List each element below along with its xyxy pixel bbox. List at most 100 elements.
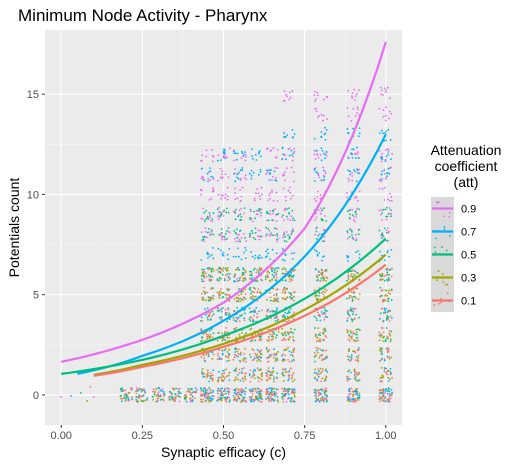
point-cluster [200, 329, 214, 340]
data-point [136, 388, 138, 391]
data-point [351, 156, 354, 159]
data-point [273, 387, 275, 390]
data-point [387, 300, 390, 303]
data-point [269, 354, 271, 356]
point-cluster [200, 149, 215, 163]
data-point [258, 238, 261, 241]
data-point [223, 236, 226, 238]
data-point [271, 267, 273, 270]
data-point [385, 400, 387, 403]
data-point [206, 215, 209, 218]
data-point [348, 340, 351, 342]
data-point [380, 358, 383, 361]
data-point [290, 230, 293, 233]
data-point [236, 280, 239, 283]
data-point [207, 334, 210, 336]
data-point [258, 355, 261, 358]
data-point [384, 293, 387, 296]
point-cluster [378, 186, 393, 202]
data-point [221, 310, 223, 313]
data-point [259, 214, 262, 217]
data-point [202, 290, 205, 293]
data-point [281, 146, 284, 149]
data-point [204, 272, 207, 275]
data-point [358, 208, 360, 211]
data-point [282, 267, 285, 269]
data-point [277, 388, 279, 391]
data-point [293, 252, 296, 255]
data-point [351, 398, 354, 401]
data-point [271, 189, 273, 192]
data-point [271, 248, 274, 251]
data-point [212, 247, 214, 249]
data-point [386, 239, 389, 242]
data-point [200, 217, 203, 220]
data-point [236, 398, 239, 401]
data-point [289, 96, 292, 99]
data-point [289, 278, 291, 280]
legend-label-0.3: 0.3 [461, 273, 476, 285]
data-point [174, 400, 177, 403]
point-cluster [282, 90, 294, 102]
data-point [358, 253, 361, 256]
data-point [265, 390, 268, 393]
data-point [356, 373, 359, 376]
data-point [204, 291, 207, 293]
data-point [284, 290, 287, 293]
point-cluster [203, 267, 213, 282]
data-point [237, 378, 240, 381]
data-point [350, 354, 353, 357]
data-point [266, 373, 269, 375]
data-point [258, 195, 261, 198]
data-point [224, 347, 227, 350]
data-point [317, 298, 320, 301]
data-point [358, 172, 361, 175]
data-point [236, 296, 238, 299]
data-point [347, 132, 350, 135]
data-point [233, 280, 236, 282]
data-point [384, 132, 386, 135]
data-point [236, 197, 239, 200]
data-point [351, 300, 354, 303]
data-point [387, 398, 390, 400]
data-point [226, 186, 229, 189]
data-point [286, 167, 288, 170]
data-point [243, 309, 246, 312]
data-point [244, 378, 247, 381]
data-point [232, 159, 235, 162]
data-point [282, 236, 284, 239]
data-point [347, 157, 350, 160]
data-point [216, 279, 219, 282]
data-point [237, 247, 239, 250]
data-point [289, 295, 291, 298]
data-point [323, 318, 326, 321]
data-point [292, 355, 294, 358]
data-point [284, 395, 287, 398]
data-point [290, 351, 293, 354]
data-point [293, 219, 296, 222]
point-cluster [283, 128, 296, 139]
data-point [286, 296, 289, 299]
point-cluster [378, 227, 389, 242]
data-point [351, 298, 354, 301]
data-point [257, 332, 259, 335]
data-point [223, 393, 225, 395]
data-point [218, 234, 221, 236]
data-point [378, 318, 381, 320]
data-point [242, 396, 245, 398]
data-point [348, 296, 351, 299]
data-point [244, 269, 247, 272]
data-point [320, 217, 323, 220]
data-point [324, 170, 326, 173]
data-point [256, 360, 258, 362]
data-point [186, 390, 189, 393]
data-point [254, 295, 257, 298]
data-point [346, 106, 349, 109]
data-point [353, 308, 356, 310]
data-point [224, 399, 227, 401]
data-point [325, 154, 328, 157]
data-point [380, 388, 383, 391]
data-point [135, 396, 138, 398]
data-point [326, 396, 328, 398]
data-point [388, 207, 391, 209]
